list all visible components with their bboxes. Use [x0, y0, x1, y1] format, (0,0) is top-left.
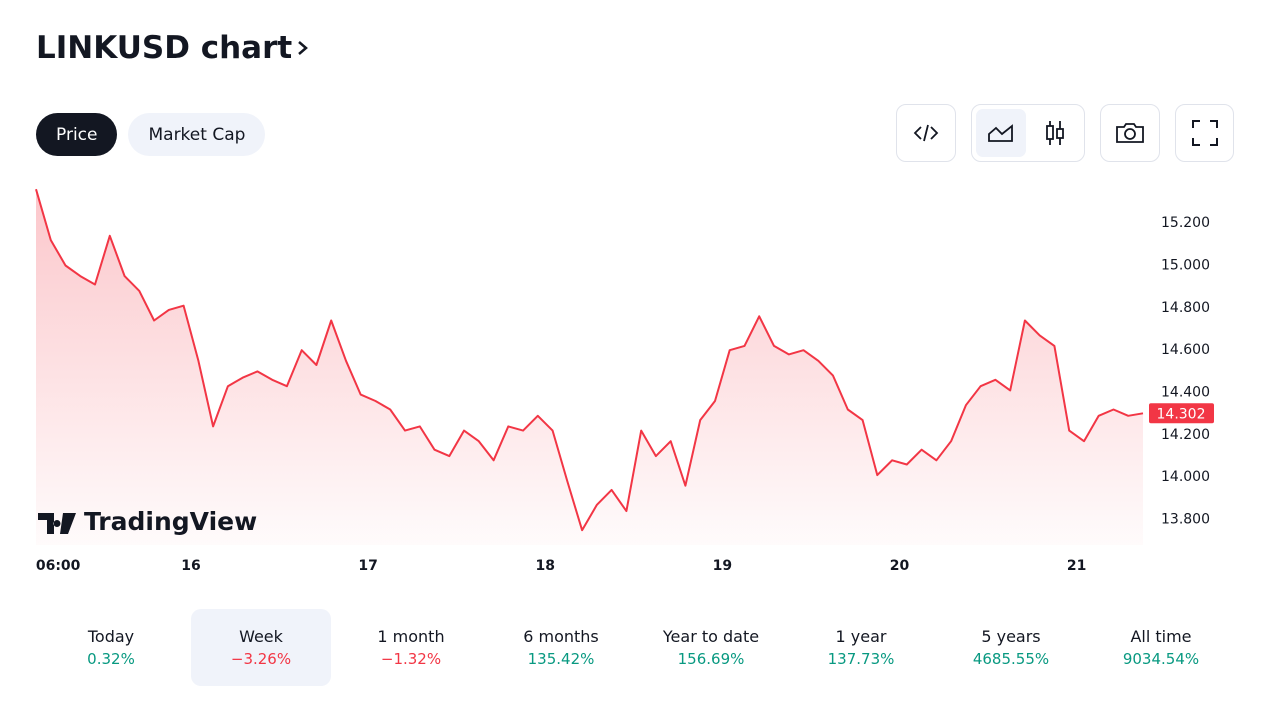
y-tick-label: 14.000 [1161, 469, 1210, 485]
x-tick-label: 20 [890, 558, 910, 574]
watermark: TradingView [38, 507, 257, 536]
x-tick-label: 06:00 [36, 558, 81, 574]
y-tick-label: 14.200 [1161, 427, 1210, 443]
watermark-text: TradingView [84, 507, 257, 536]
tab[interactable]: Price [36, 113, 118, 156]
period[interactable]: Today 0.32% [36, 609, 186, 686]
periods: Today 0.32% Week −3.26% 1 month −1.32% 6 month… [36, 609, 1236, 686]
x-tick-label: 17 [358, 558, 377, 574]
area-icon [988, 124, 1013, 142]
current-price-marker [1149, 403, 1214, 424]
period-change: −3.26% [230, 650, 292, 668]
period-label: 6 months [523, 627, 599, 646]
period-change: 4685.55% [972, 650, 1050, 668]
period[interactable]: 1 month −1.32% [336, 609, 486, 686]
y-tick-label: 14.800 [1161, 300, 1210, 316]
period[interactable]: Week −3.26% [191, 609, 331, 686]
tab[interactable]: Market Cap [128, 113, 266, 156]
area-button[interactable] [976, 109, 1026, 157]
candle-button[interactable] [1030, 109, 1080, 157]
period-change: 9034.54% [1122, 650, 1200, 668]
embed-button[interactable] [896, 104, 956, 162]
chart-type-group [971, 104, 1085, 162]
area [36, 189, 1143, 545]
x-tick-label: 16 [181, 558, 200, 574]
candle-icon [1046, 121, 1064, 145]
x-tick-label: 18 [535, 558, 554, 574]
watermark-logo [38, 513, 76, 534]
x-tick-label: 21 [1067, 558, 1086, 574]
period[interactable]: 6 months 135.42% [486, 609, 636, 686]
period-change: 135.42% [527, 650, 595, 668]
period[interactable]: 1 year 137.73% [786, 609, 936, 686]
y-tick-label: 15.000 [1161, 257, 1210, 273]
chart: TradingView 13.800 14.000 14.200 14.400 14.6… [35, 188, 1214, 574]
period-change: 137.73% [827, 650, 895, 668]
title-text: LINKUSD chart [36, 30, 293, 66]
period-label: Today [87, 627, 135, 646]
fullscreen-icon [1191, 120, 1218, 146]
period-label: Year to date [662, 627, 760, 646]
title[interactable]: LINKUSD chart [36, 30, 310, 66]
y-tick-label: 14.400 [1161, 385, 1210, 401]
y-tick-label: 15.200 [1161, 215, 1210, 231]
y-tick-label: 14.600 [1161, 342, 1210, 358]
chevron-icon [298, 41, 309, 55]
y-tick-label: 13.800 [1161, 512, 1210, 528]
screenshot-button[interactable] [1100, 104, 1160, 162]
period[interactable]: Year to date 156.69% [636, 609, 786, 686]
period-change: −1.32% [380, 650, 442, 668]
period-change: 0.32% [87, 650, 135, 668]
x-tick-label: 19 [713, 558, 732, 574]
period[interactable]: 5 years 4685.55% [936, 609, 1086, 686]
period-label: 1 month [377, 627, 445, 646]
period-label: 1 year [835, 627, 887, 646]
price-line [35, 188, 1144, 532]
period-label: All time [1130, 627, 1192, 646]
fullscreen-button[interactable] [1175, 104, 1234, 162]
current-price-label: 14.302 [1157, 406, 1206, 422]
period-label: Week [239, 627, 283, 646]
tabs: Price Market Cap [36, 113, 266, 156]
period[interactable]: All time 9034.54% [1086, 609, 1236, 686]
code-icon [913, 124, 939, 142]
period-label: 5 years [981, 627, 1041, 646]
period-change: 156.69% [677, 650, 745, 668]
camera-icon [1116, 123, 1144, 143]
